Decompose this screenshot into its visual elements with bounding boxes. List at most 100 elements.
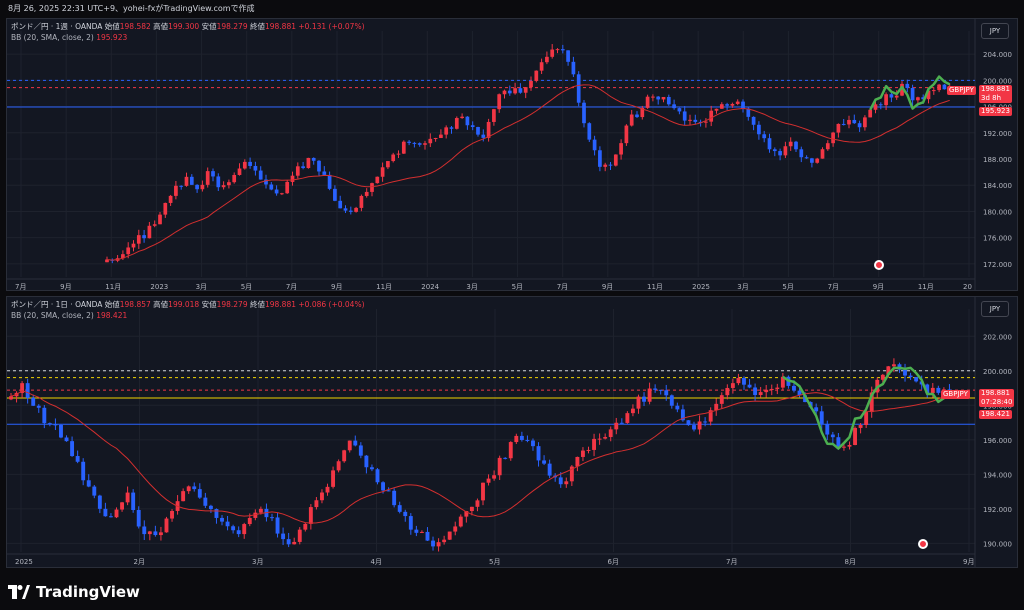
- candle-body: [914, 377, 919, 382]
- candle-body: [220, 517, 224, 522]
- x-tick-label: 20: [963, 283, 972, 290]
- daily-symbol-badge: GBPJPY: [941, 390, 970, 399]
- candle-body: [258, 170, 263, 180]
- weekly-low-label: 安値: [201, 22, 217, 31]
- weekly-currency-button[interactable]: JPY: [981, 23, 1009, 39]
- candle-body: [575, 456, 580, 467]
- tradingview-logo-icon: [8, 585, 30, 599]
- candle-body: [613, 154, 618, 166]
- daily-currency-button[interactable]: JPY: [981, 301, 1009, 317]
- candle-body: [704, 121, 708, 123]
- weekly-countdown: 3d 8h: [981, 94, 1002, 102]
- x-tick-label: 3月: [252, 558, 263, 566]
- candle-body: [242, 524, 247, 535]
- candle-body: [186, 486, 191, 492]
- candle-body: [270, 517, 274, 519]
- candle-body: [258, 508, 263, 513]
- candle-body: [519, 435, 524, 440]
- candle-body: [762, 134, 767, 139]
- candle-body: [264, 179, 268, 185]
- candle-body: [401, 141, 406, 154]
- candle-body: [290, 175, 295, 182]
- candle-body: [364, 455, 369, 468]
- x-tick-label: 7月: [726, 558, 737, 566]
- candle-body: [675, 405, 680, 410]
- candle-body: [397, 505, 402, 512]
- weekly-symbol-badge: GBPJPY: [947, 86, 976, 95]
- candle-body: [338, 200, 343, 209]
- candle-body: [714, 108, 719, 111]
- daily-legend: ポンド／円 · 1日 · OANDA 始値198.857 高値199.018 安…: [11, 299, 365, 321]
- candle-body: [42, 407, 47, 424]
- x-tick-label: 5月: [489, 558, 500, 566]
- candle-body: [947, 389, 952, 391]
- candle-body: [195, 184, 199, 190]
- candle-body: [497, 94, 502, 110]
- candle-body: [502, 90, 507, 95]
- candle-body: [31, 397, 36, 406]
- candle-body: [227, 182, 231, 186]
- candle-body: [47, 423, 52, 425]
- weekly-high-value: 199.300: [168, 22, 200, 31]
- candle-body: [514, 435, 519, 443]
- candle-body: [803, 395, 808, 403]
- x-tick-label: 7月: [286, 283, 297, 290]
- candle-body: [75, 456, 80, 462]
- weekly-chart-canvas[interactable]: 204.000200.000196.000192.000188.000184.0…: [7, 19, 1017, 290]
- candle-body: [507, 90, 512, 94]
- candle-body: [333, 188, 337, 201]
- weekly-legend: ポンド／円 · 1週 · OANDA 始値198.582 高値199.300 安…: [11, 21, 365, 43]
- candle-body: [147, 225, 152, 239]
- candle-body: [114, 509, 119, 518]
- candle-body: [381, 482, 385, 491]
- candle-body: [868, 109, 873, 118]
- candle-body: [508, 442, 513, 459]
- daily-indicator-name[interactable]: BB (20, SMA, close, 2): [11, 311, 94, 320]
- daily-go-to-realtime-icon[interactable]: [918, 539, 928, 549]
- candle-body: [253, 512, 258, 518]
- candle-body: [697, 421, 702, 430]
- candle-body: [550, 49, 555, 57]
- candle-body: [542, 460, 547, 464]
- candle-body: [465, 116, 470, 126]
- weekly-open-label: 始値: [104, 22, 120, 31]
- candle-body: [525, 439, 530, 441]
- candle-body: [629, 114, 634, 126]
- weekly-indicator-value: 195.923: [96, 33, 128, 42]
- candle-body: [301, 166, 305, 169]
- weekly-high-label: 高値: [153, 22, 169, 31]
- candle-body: [25, 383, 30, 398]
- weekly-open-value: 198.582: [119, 22, 151, 31]
- daily-chart-pane[interactable]: 202.000200.000198.000196.000194.000192.0…: [6, 296, 1018, 568]
- y-tick-label: 192.000: [983, 130, 1012, 138]
- candle-body: [545, 56, 549, 63]
- y-tick-label: 196.000: [983, 437, 1012, 445]
- candle-body: [253, 165, 258, 171]
- candle-body: [131, 243, 136, 248]
- candle-body: [921, 97, 926, 100]
- candle-body: [286, 539, 291, 545]
- weekly-indicator-name[interactable]: BB (20, SMA, close, 2): [11, 33, 94, 42]
- candle-body: [205, 171, 210, 185]
- candle-body: [830, 434, 835, 438]
- candle-body: [767, 138, 772, 150]
- candle-body: [523, 87, 528, 93]
- weekly-go-to-realtime-icon[interactable]: [874, 260, 884, 270]
- candle-body: [475, 500, 480, 507]
- candle-body: [581, 450, 585, 457]
- candle-body: [624, 125, 629, 144]
- x-tick-label: 5月: [512, 283, 523, 290]
- candle-body: [216, 176, 221, 188]
- x-tick-label: 2月: [134, 558, 145, 566]
- weekly-chart-pane[interactable]: 204.000200.000196.000192.000188.000184.0…: [6, 18, 1018, 291]
- candle-body: [308, 507, 313, 524]
- candle-body: [53, 424, 58, 426]
- daily-chart-canvas[interactable]: 202.000200.000198.000196.000194.000192.0…: [7, 297, 1017, 567]
- candle-body: [746, 108, 751, 117]
- candle-body: [492, 109, 496, 122]
- candle-body: [396, 153, 401, 155]
- x-tick-label: 2023: [150, 283, 168, 290]
- weekly-bb-badge: 195.923: [979, 107, 1012, 116]
- candle-body: [905, 83, 910, 88]
- candle-body: [86, 480, 91, 487]
